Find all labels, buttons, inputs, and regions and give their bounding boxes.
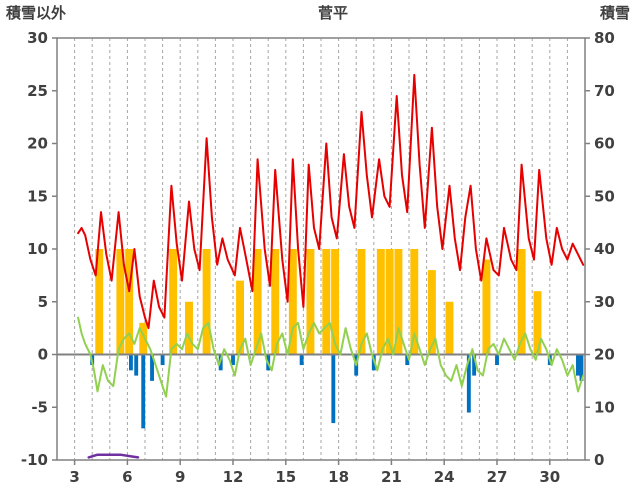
svg-text:18: 18 <box>328 468 349 486</box>
svg-text:24: 24 <box>434 468 455 486</box>
svg-text:15: 15 <box>275 468 296 486</box>
svg-text:20: 20 <box>27 135 48 153</box>
svg-text:50: 50 <box>594 187 615 205</box>
svg-text:-10: -10 <box>21 451 48 469</box>
svg-text:10: 10 <box>27 240 48 258</box>
svg-text:60: 60 <box>594 135 615 153</box>
svg-text:15: 15 <box>27 187 48 205</box>
svg-text:9: 9 <box>175 468 185 486</box>
svg-text:10: 10 <box>594 398 615 416</box>
svg-text:30: 30 <box>27 29 48 47</box>
svg-text:20: 20 <box>594 346 615 364</box>
svg-text:25: 25 <box>27 82 48 100</box>
svg-text:-5: -5 <box>31 398 48 416</box>
svg-text:30: 30 <box>539 468 560 486</box>
svg-text:0: 0 <box>38 346 48 364</box>
svg-text:0: 0 <box>594 451 604 469</box>
svg-text:40: 40 <box>594 240 615 258</box>
svg-text:12: 12 <box>223 468 244 486</box>
svg-text:5: 5 <box>38 293 48 311</box>
svg-text:80: 80 <box>594 29 615 47</box>
svg-text:27: 27 <box>487 468 508 486</box>
svg-text:6: 6 <box>122 468 132 486</box>
right-axis-title: 積雪 <box>599 4 630 22</box>
svg-text:3: 3 <box>69 468 79 486</box>
chart-title: 菅平 <box>317 4 348 22</box>
left-axis-title: 積雪以外 <box>6 4 67 22</box>
chart-header: 積雪以外 菅平 積雪 <box>0 2 636 23</box>
svg-text:21: 21 <box>381 468 402 486</box>
svg-text:70: 70 <box>594 82 615 100</box>
svg-text:30: 30 <box>594 293 615 311</box>
